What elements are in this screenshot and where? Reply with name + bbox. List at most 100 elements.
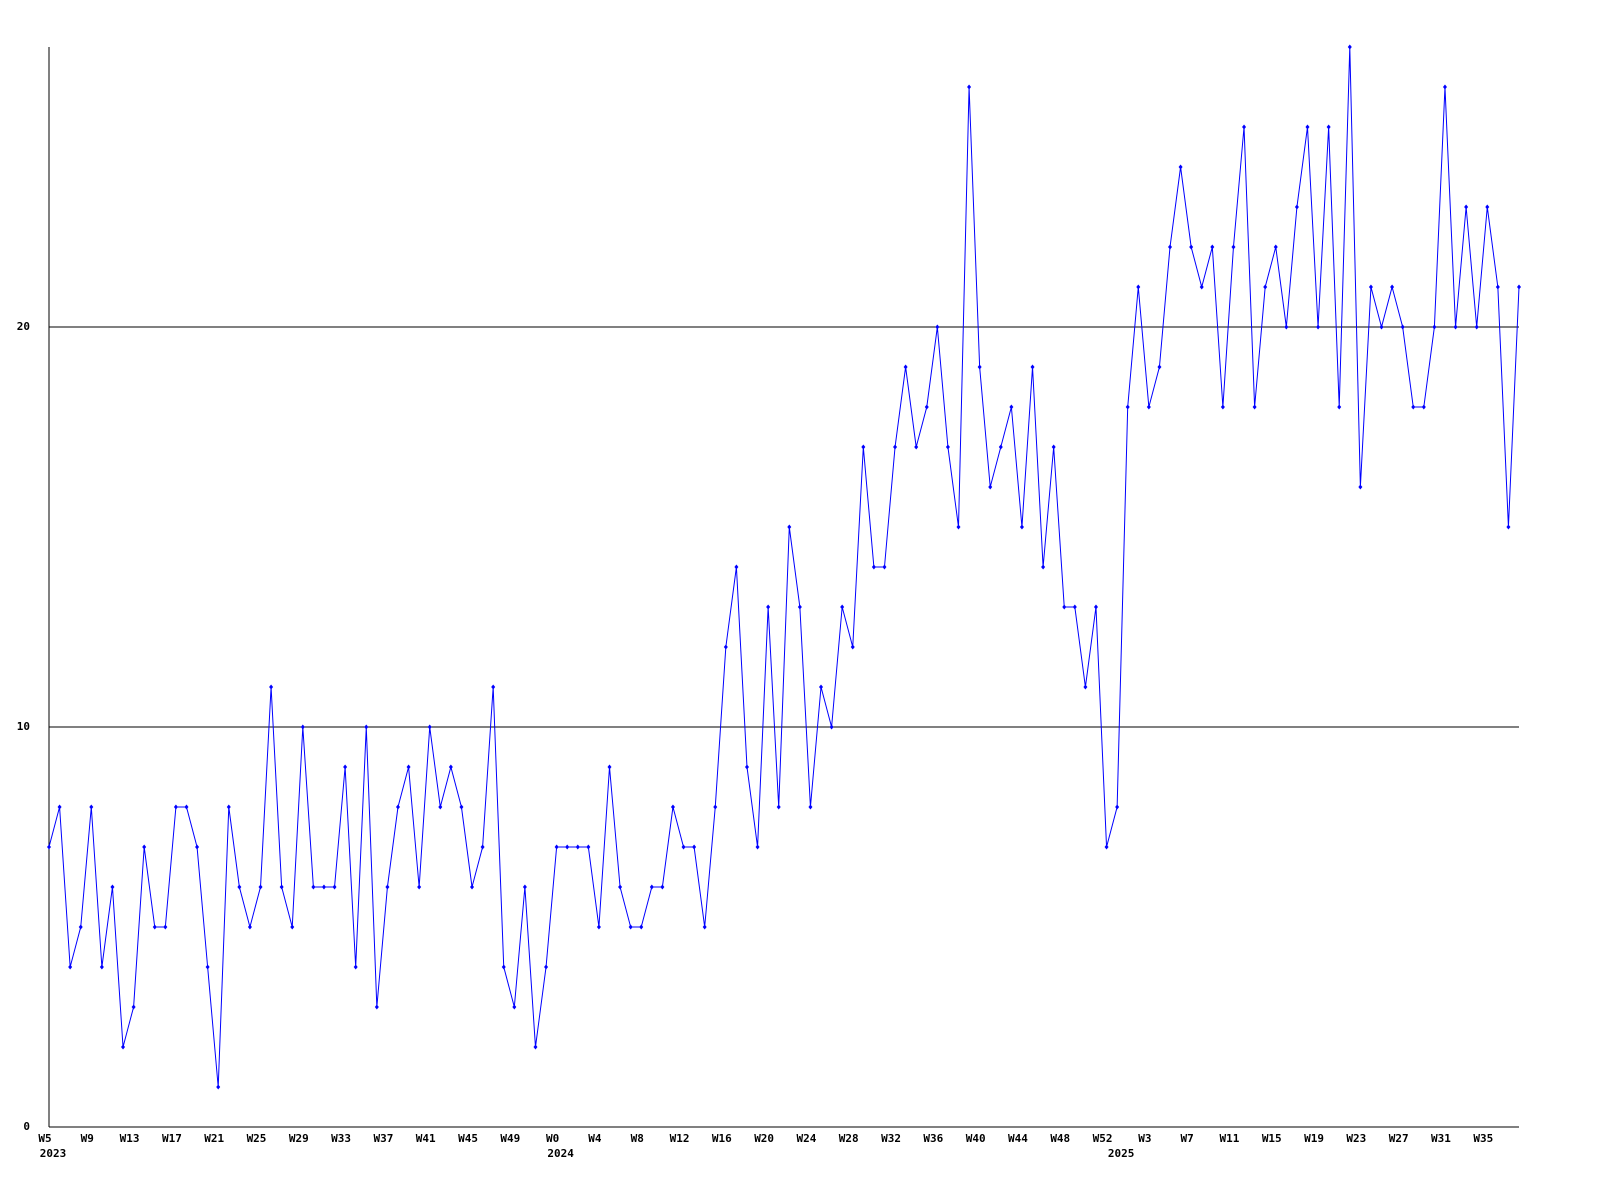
- data-point: [1231, 244, 1236, 250]
- data-point: [977, 364, 982, 370]
- data-point: [850, 644, 855, 650]
- x-tick-label: W35: [1473, 1132, 1493, 1145]
- x-tick-label: W8: [631, 1132, 644, 1145]
- data-point: [1220, 404, 1225, 410]
- data-point: [89, 804, 94, 810]
- data-point: [988, 484, 993, 490]
- data-point: [1411, 404, 1416, 410]
- data-point: [47, 844, 51, 850]
- data-point: [681, 844, 686, 850]
- x-tick-label: W25: [247, 1132, 267, 1145]
- data-point: [882, 564, 887, 570]
- data-point: [1168, 244, 1173, 250]
- x-tick-label: W13: [120, 1132, 140, 1145]
- data-line: [48, 46, 1520, 1088]
- data-point: [1242, 124, 1247, 130]
- data-point: [470, 884, 475, 890]
- x-tick-label: W20: [754, 1132, 774, 1145]
- data-point: [1495, 284, 1500, 290]
- data-point: [1326, 124, 1331, 130]
- data-point: [565, 844, 570, 850]
- x-tick-label: W49: [500, 1132, 520, 1145]
- data-point: [924, 404, 929, 410]
- data-point: [871, 564, 876, 570]
- data-point: [702, 924, 707, 930]
- data-point: [1146, 404, 1151, 410]
- data-point: [406, 764, 411, 770]
- data-point: [1136, 284, 1141, 290]
- data-point: [491, 684, 496, 690]
- x-tick-label: W12: [670, 1132, 690, 1145]
- y-tick-label: 0: [23, 1120, 30, 1133]
- data-point: [1316, 324, 1321, 330]
- data-point: [840, 604, 845, 610]
- data-point: [713, 804, 718, 810]
- data-point: [1337, 404, 1342, 410]
- data-point: [914, 444, 919, 450]
- data-point: [607, 764, 612, 770]
- data-point: [1263, 284, 1268, 290]
- data-point: [1189, 244, 1194, 250]
- data-point: [1347, 44, 1352, 50]
- data-point: [184, 804, 189, 810]
- data-point: [68, 964, 73, 970]
- data-point: [395, 804, 400, 810]
- data-point: [1390, 284, 1395, 290]
- data-point: [649, 884, 654, 890]
- data-point: [903, 364, 908, 370]
- data-point: [480, 844, 485, 850]
- data-point: [300, 724, 305, 730]
- data-point: [660, 884, 665, 890]
- data-point: [374, 1004, 379, 1010]
- data-point: [1157, 364, 1162, 370]
- data-point: [1104, 844, 1109, 850]
- x-tick-label: W41: [416, 1132, 436, 1145]
- data-point: [755, 844, 760, 850]
- data-point: [131, 1004, 136, 1010]
- data-point: [1464, 204, 1469, 210]
- data-point: [1062, 604, 1067, 610]
- data-point: [544, 964, 549, 970]
- data-point: [1041, 564, 1046, 570]
- data-point: [1474, 324, 1479, 330]
- x-tick-label: W31: [1431, 1132, 1451, 1145]
- data-point: [1051, 444, 1056, 450]
- data-point: [945, 444, 950, 450]
- x-tick-label: W40: [966, 1132, 986, 1145]
- data-point: [269, 684, 274, 690]
- data-point: [195, 844, 200, 850]
- data-point: [1115, 804, 1120, 810]
- data-point: [734, 564, 739, 570]
- x-tick-label: W27: [1389, 1132, 1409, 1145]
- data-point: [797, 604, 802, 610]
- x-tick-label: W52: [1093, 1132, 1113, 1145]
- x-tick-label: W5: [38, 1132, 51, 1145]
- x-tick-label: W33: [331, 1132, 351, 1145]
- data-point: [110, 884, 115, 890]
- x-tick-label: W32: [881, 1132, 901, 1145]
- data-point: [522, 884, 527, 890]
- data-point: [1284, 324, 1289, 330]
- data-point: [417, 884, 422, 890]
- data-point: [332, 884, 337, 890]
- data-point: [1210, 244, 1215, 250]
- data-point: [723, 644, 728, 650]
- data-point: [1421, 404, 1426, 410]
- data-point: [554, 844, 559, 850]
- data-point: [512, 1004, 517, 1010]
- x-tick-label: W45: [458, 1132, 478, 1145]
- data-point: [670, 804, 675, 810]
- data-point: [893, 444, 898, 450]
- data-point: [596, 924, 601, 930]
- data-point: [1125, 404, 1130, 410]
- x-tick-label: W44: [1008, 1132, 1028, 1145]
- data-point: [586, 844, 591, 850]
- data-point: [311, 884, 316, 890]
- y-tick-label: 20: [17, 320, 30, 333]
- data-point: [692, 844, 697, 850]
- data-point: [173, 804, 178, 810]
- data-point: [226, 804, 231, 810]
- x-tick-label: W21: [204, 1132, 224, 1145]
- data-point: [744, 764, 749, 770]
